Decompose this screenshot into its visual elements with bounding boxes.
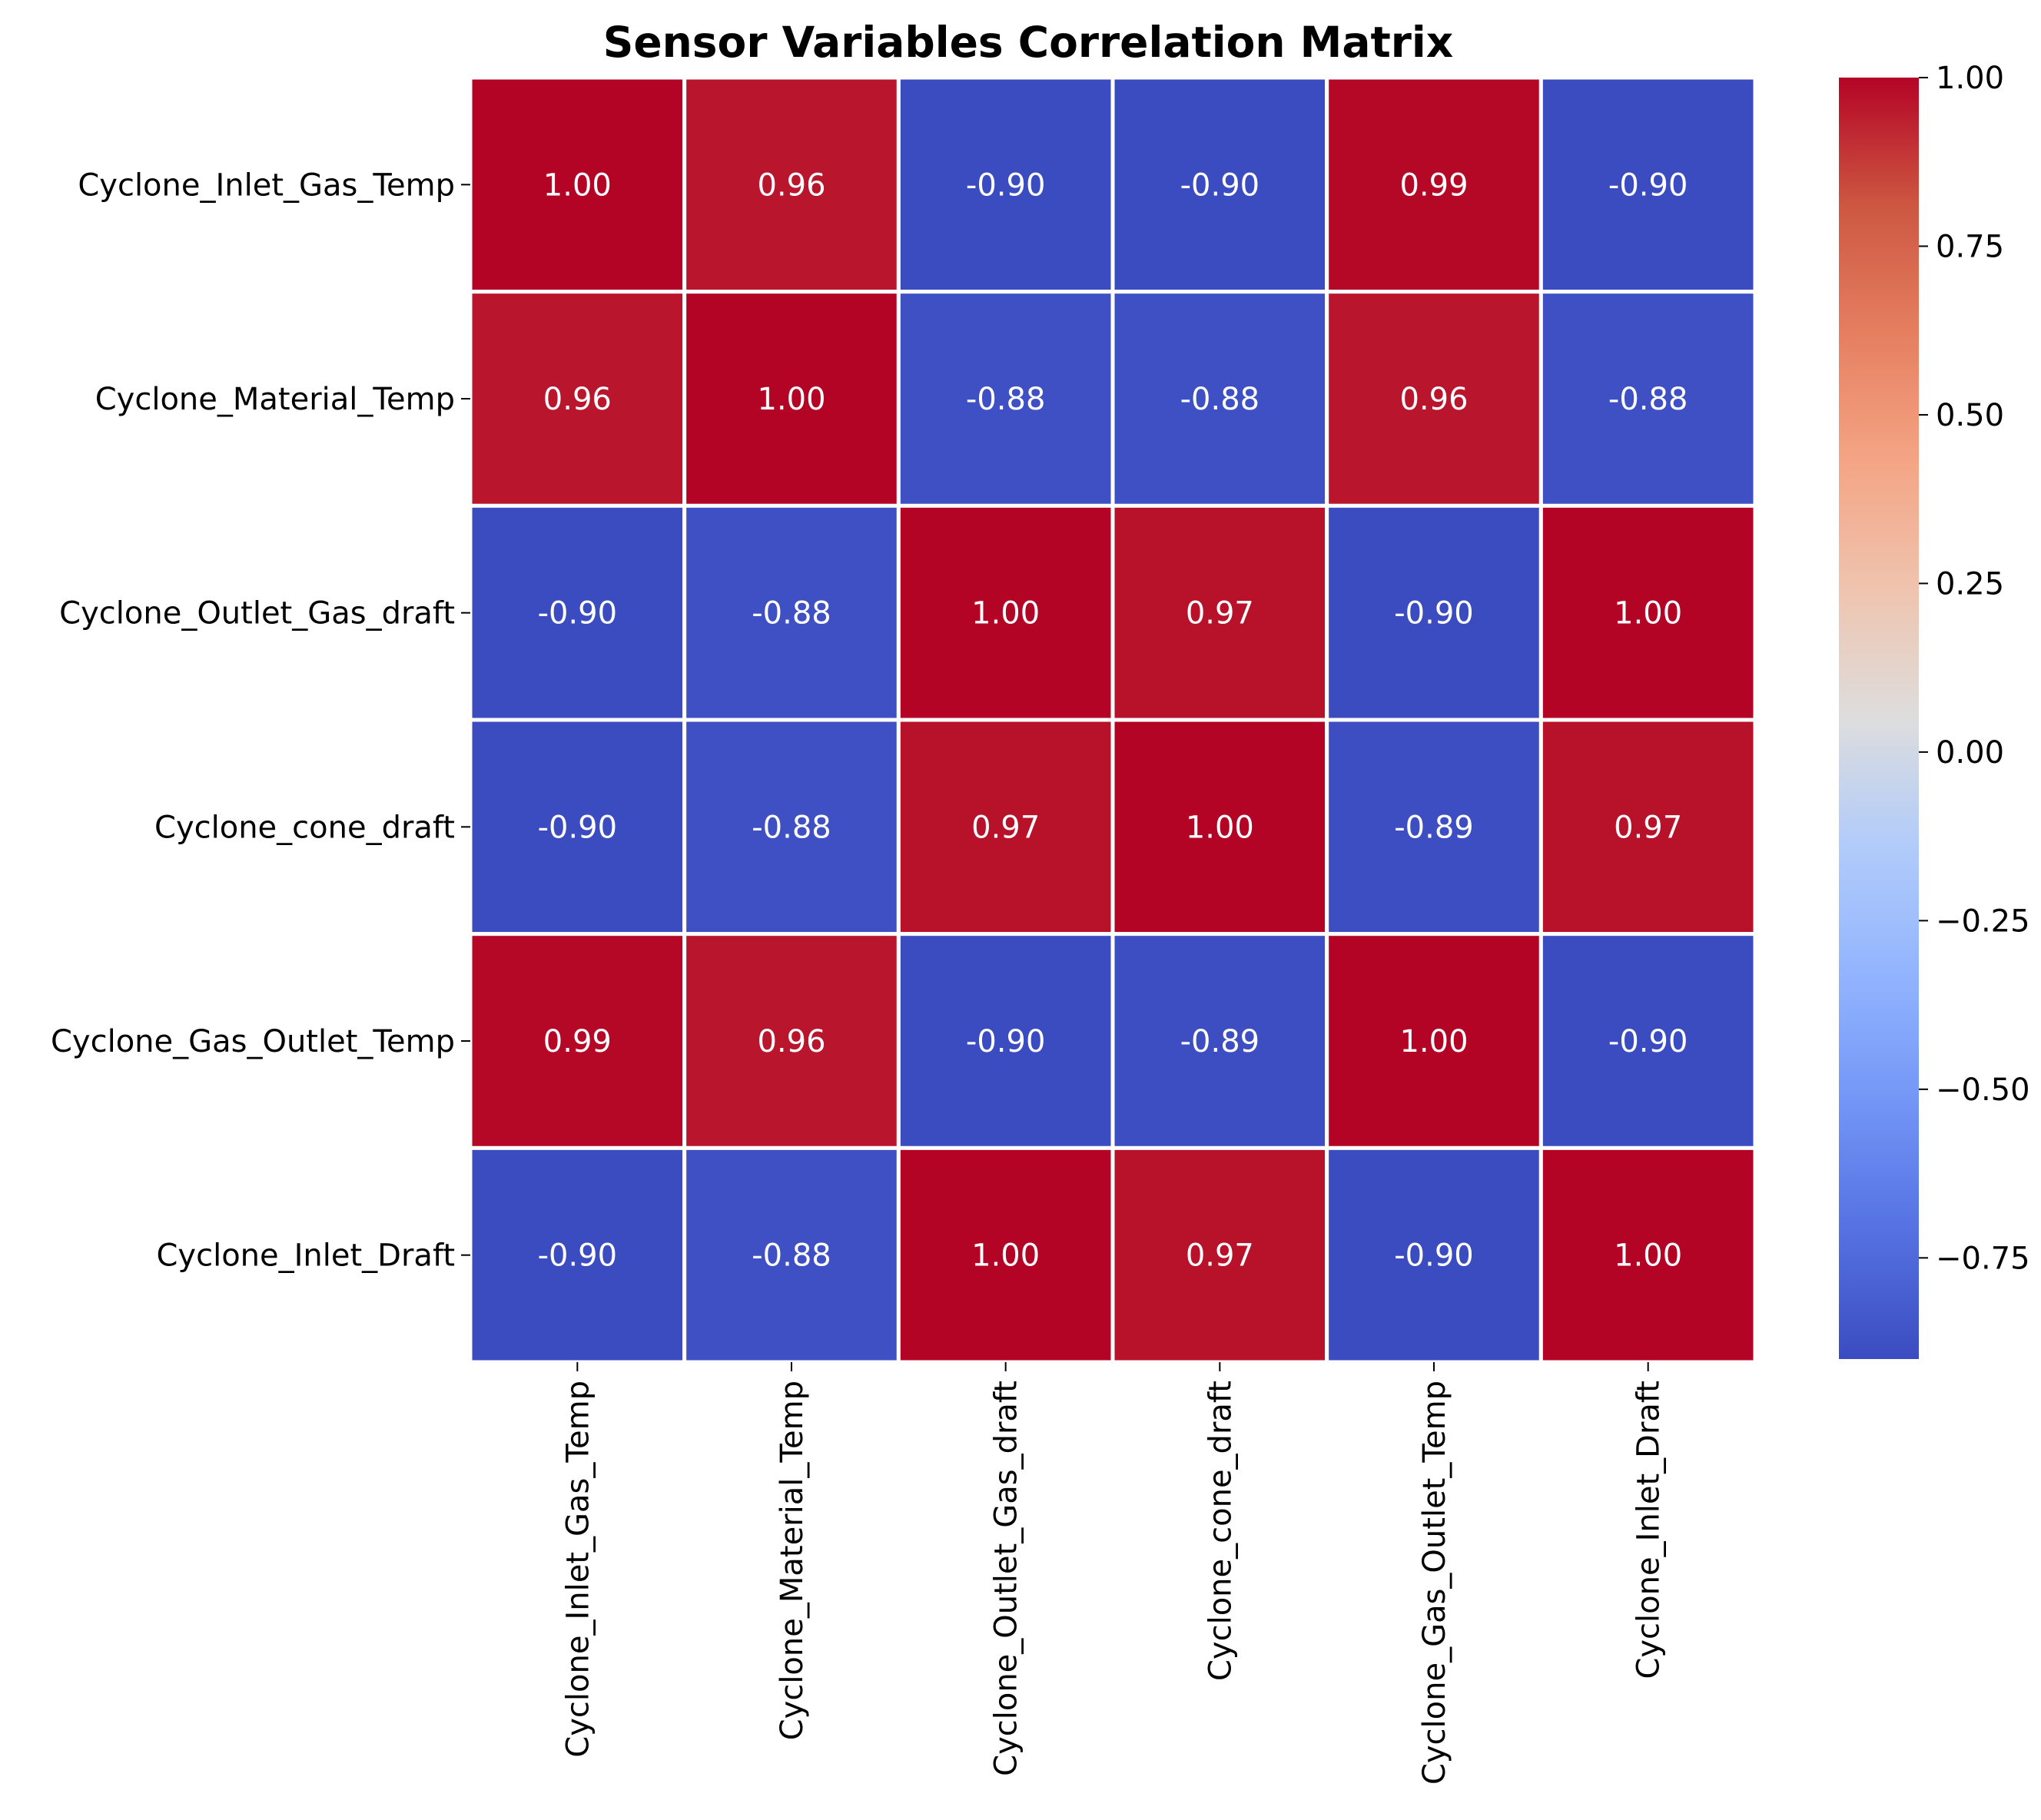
- heatmap-cell: [1538, 75, 1757, 294]
- cell-value-label: -0.90: [538, 1238, 618, 1274]
- x-tick-label: Cyclone_Outlet_Gas_draft: [989, 1381, 1024, 1776]
- cell-value-label: 1.00: [971, 1238, 1040, 1274]
- colorbar-tick-label: 0.25: [1936, 566, 2004, 602]
- heatmap-cell: [468, 75, 687, 294]
- cell-value-label: 0.99: [1399, 167, 1468, 203]
- cell-value-label: 0.99: [543, 1024, 612, 1059]
- y-tick-labels: Cyclone_Inlet_Gas_Temp Cyclone_Material_T…: [51, 167, 470, 1274]
- cell-value-label: -0.88: [752, 596, 831, 632]
- y-tick-label: Cyclone_Outlet_Gas_draft: [59, 596, 455, 632]
- cell-value-label: 0.97: [1186, 596, 1254, 632]
- colorbar-tick-label: −0.75: [1936, 1241, 2030, 1276]
- heatmap-cell: [1325, 503, 1543, 722]
- heatmap-cell: [468, 1145, 687, 1364]
- heatmap-cell: [1110, 290, 1329, 508]
- cell-value-label: -0.90: [1180, 167, 1260, 203]
- cell-value-label: -0.90: [1608, 167, 1688, 203]
- cell-value-label: -0.90: [1608, 1024, 1688, 1059]
- colorbar-tick-label: 0.50: [1936, 398, 2004, 433]
- heatmap-cell: [1110, 932, 1329, 1150]
- x-tick-label: Cyclone_Inlet_Draft: [1631, 1381, 1667, 1679]
- heatmap-cell: [1325, 718, 1543, 937]
- cell-value-label: 1.00: [1399, 1024, 1468, 1059]
- colorbar-tick-label: 0.00: [1936, 735, 2004, 771]
- colorbar-tick-label: 1.00: [1936, 61, 2004, 96]
- y-tick-label: Cyclone_Inlet_Gas_Temp: [78, 167, 455, 203]
- cell-value-label: -0.89: [1180, 1024, 1260, 1059]
- heatmap-cell: [682, 718, 901, 937]
- cell-value-label: 1.00: [1186, 810, 1254, 845]
- cell-value-label: -0.90: [966, 1024, 1046, 1059]
- chart-title: Sensor Variables Correlation Matrix: [603, 18, 1454, 67]
- y-tick-label: Cyclone_Material_Temp: [95, 382, 455, 417]
- heatmap-cell: [1538, 290, 1757, 508]
- heatmap-cell: [682, 75, 901, 294]
- x-tick-label: Cyclone_cone_draft: [1203, 1381, 1238, 1681]
- cell-value-label: -0.90: [538, 596, 618, 632]
- heatmap-cell: [682, 503, 901, 722]
- colorbar-tick-label: −0.25: [1936, 903, 2030, 939]
- cell-value-label: 0.96: [1399, 382, 1468, 417]
- heatmap-cell: [468, 932, 687, 1150]
- cell-value-label: -0.88: [1180, 382, 1260, 417]
- x-tick-labels: Cyclone_Inlet_Gas_Temp Cyclone_Material_T…: [560, 1362, 1667, 1785]
- cell-value-label: 0.97: [971, 810, 1040, 845]
- heatmap-cell: [1110, 503, 1329, 722]
- heatmap-cell: [682, 290, 901, 508]
- heatmap-cell: [896, 75, 1115, 294]
- cell-value-label: -0.90: [1394, 1238, 1474, 1274]
- cell-value-label: 0.97: [1614, 810, 1682, 845]
- cell-value-label: 1.00: [971, 596, 1040, 632]
- cell-value-label: 1.00: [757, 382, 825, 417]
- cell-value-label: 1.00: [543, 167, 612, 203]
- cell-value-label: -0.88: [1608, 382, 1688, 417]
- heatmap-cell: [468, 718, 687, 937]
- y-tick-label: Cyclone_cone_draft: [154, 810, 455, 845]
- cell-value-label: -0.89: [1394, 810, 1474, 845]
- cell-value-label: -0.90: [1394, 596, 1474, 632]
- heatmap-cell: [1538, 1145, 1757, 1364]
- x-tick-label: Cyclone_Gas_Outlet_Temp: [1417, 1381, 1452, 1785]
- heatmap-cell: [1538, 718, 1757, 937]
- cell-value-label: -0.88: [752, 1238, 831, 1274]
- colorbar-gradient: [1839, 78, 1919, 1359]
- cell-value-label: 1.00: [1614, 596, 1682, 632]
- heatmap-cell: [1110, 718, 1329, 937]
- heatmap-cell: [1325, 932, 1543, 1150]
- cell-value-label: 0.96: [757, 167, 825, 203]
- x-tick-label: Cyclone_Material_Temp: [775, 1381, 810, 1740]
- colorbar: 1.00 0.75 0.50 0.25 0.00 −0.25 −0.50 −0.75: [1839, 61, 2030, 1359]
- cell-value-label: -0.88: [966, 382, 1046, 417]
- colorbar-tick-label: −0.50: [1936, 1072, 2030, 1108]
- colorbar-tick-label: 0.75: [1936, 229, 2004, 264]
- x-tick-label: Cyclone_Inlet_Gas_Temp: [560, 1381, 596, 1758]
- cell-value-label: -0.90: [538, 810, 618, 845]
- heatmap-cells: 1.00 0.96 -0.90 -0.90 0.99 -0.90 0.96 1.00 -0.88…: [468, 75, 1757, 1364]
- cell-value-label: -0.90: [966, 167, 1046, 203]
- cell-value-label: 0.97: [1186, 1238, 1254, 1274]
- heatmap-cell: [1538, 932, 1757, 1150]
- cell-value-label: 0.96: [543, 382, 612, 417]
- heatmap-cell: [896, 932, 1115, 1150]
- y-tick-label: Cyclone_Gas_Outlet_Temp: [51, 1024, 455, 1059]
- cell-value-label: -0.88: [752, 810, 831, 845]
- heatmap-cell: [896, 718, 1115, 937]
- y-tick-label: Cyclone_Inlet_Draft: [156, 1238, 455, 1274]
- cell-value-label: 0.96: [757, 1024, 825, 1059]
- heatmap-cell: [1538, 503, 1757, 722]
- cell-value-label: 1.00: [1614, 1238, 1682, 1274]
